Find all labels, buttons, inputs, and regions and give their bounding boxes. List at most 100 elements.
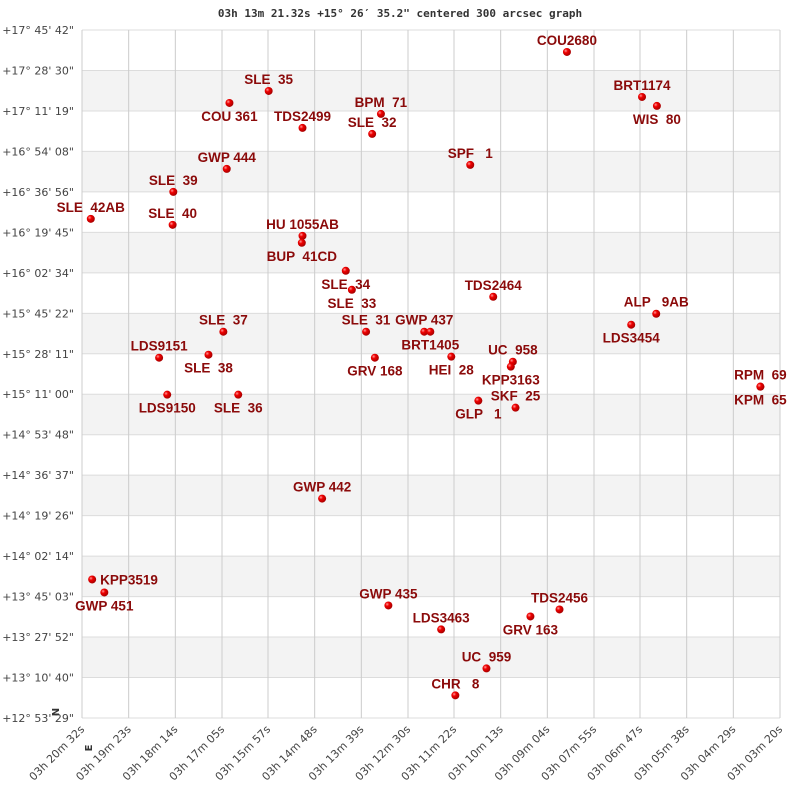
star-marker	[489, 292, 498, 301]
star-point: SLE 40	[148, 206, 197, 229]
star-point: GRV 168	[347, 353, 403, 379]
star-label: GWP 435	[359, 586, 418, 601]
star-label: KPM 65	[734, 393, 787, 408]
star-point: COU2680	[537, 33, 597, 56]
grid-band	[82, 151, 780, 192]
star-point: COU 361	[201, 98, 258, 124]
star-point: SLE 39	[149, 173, 198, 196]
star-marker	[511, 403, 520, 412]
star-point: SLE 34	[321, 266, 371, 292]
star-marker	[466, 160, 475, 169]
star-label: BRT1405	[401, 338, 459, 353]
star-label: GRV 163	[503, 622, 559, 637]
star-label: SLE 33	[327, 296, 376, 311]
star-label: GWP 444	[198, 150, 257, 165]
star-label: HU 1055AB	[266, 217, 339, 232]
star-marker	[234, 390, 243, 399]
star-label: KPP3519	[100, 572, 158, 587]
star-label: SPF 1	[448, 146, 494, 161]
east-marker: E	[84, 744, 95, 751]
grid-band	[82, 394, 780, 435]
star-label: TDS2464	[465, 278, 523, 293]
star-label: SLE 36	[214, 401, 263, 416]
grid-band	[82, 637, 780, 678]
star-label: SLE 37	[199, 313, 248, 328]
star-marker	[370, 353, 379, 362]
star-label: WIS 80	[633, 112, 681, 127]
y-tick-label: +16° 19' 45"	[2, 226, 74, 239]
star-marker	[86, 214, 95, 223]
star-marker	[341, 266, 350, 275]
star-marker	[204, 350, 213, 359]
grid-band	[82, 232, 780, 273]
star-marker	[451, 691, 460, 700]
star-point: LDS3463	[413, 610, 471, 634]
star-marker	[155, 353, 164, 362]
star-point: BRT1174	[613, 78, 671, 101]
star-point: GRV 163	[503, 612, 559, 637]
y-tick-label: +14° 36' 37"	[2, 469, 74, 482]
star-point: KPM 65	[734, 382, 787, 408]
star-point: GWP 444	[198, 150, 257, 173]
y-tick-label: +17° 11' 19"	[2, 105, 74, 118]
star-point: SLE 33	[327, 285, 377, 311]
star-label: CHR 8	[431, 676, 480, 691]
star-label: GRV 168	[347, 364, 403, 379]
star-marker	[426, 327, 435, 336]
star-label: BUP 41CD	[267, 249, 338, 264]
north-marker: N	[51, 708, 62, 716]
star-marker	[627, 320, 636, 329]
star-label: UC 959	[462, 649, 512, 664]
star-marker	[638, 92, 647, 101]
star-label: GWP 442	[293, 480, 351, 495]
star-marker	[756, 382, 765, 391]
star-point: LDS9151	[131, 339, 189, 362]
star-marker	[100, 588, 109, 597]
star-marker	[225, 98, 234, 107]
star-label: TDS2456	[531, 590, 589, 605]
star-marker	[368, 129, 377, 138]
y-tick-label: +14° 53' 48"	[2, 429, 74, 442]
star-point: LDS3454	[603, 320, 661, 346]
star-point: TDS2456	[531, 590, 589, 614]
star-marker	[652, 309, 661, 318]
star-point: WIS 80	[633, 101, 681, 127]
star-label: SLE 31	[342, 313, 391, 328]
star-label: RPM 69	[734, 368, 787, 383]
y-tick-label: +17° 45' 42"	[2, 24, 74, 37]
star-label: LDS3454	[603, 331, 661, 346]
star-label: LDS9151	[131, 339, 189, 354]
star-marker	[168, 220, 177, 229]
star-point: GWP 442	[293, 480, 351, 503]
star-label: LDS3463	[413, 610, 471, 625]
chart-title: 03h 13m 21.32s +15° 26′ 35.2" centered 3…	[218, 7, 582, 20]
star-point: SPF 1	[448, 146, 494, 169]
star-point: SKF 25	[491, 389, 541, 412]
star-label: COU2680	[537, 33, 597, 48]
star-marker	[376, 109, 385, 118]
grid-band	[82, 475, 780, 516]
star-label: SKF 25	[491, 389, 541, 404]
star-marker	[347, 285, 356, 294]
star-label: UC 958	[488, 343, 538, 358]
y-tick-label: +15° 28' 11"	[2, 348, 74, 361]
star-point: GWP 437	[395, 313, 453, 336]
star-marker	[384, 601, 393, 610]
star-marker	[219, 327, 228, 336]
star-point: ALP 9AB	[624, 295, 689, 318]
star-label: SLE 38	[184, 361, 233, 376]
star-point: HU 1055AB	[266, 217, 339, 240]
star-marker	[169, 187, 178, 196]
star-marker	[555, 605, 564, 614]
grid-band	[82, 556, 780, 597]
y-tick-label: +14° 19' 26"	[2, 510, 74, 523]
star-marker	[297, 238, 306, 247]
grid-bands	[82, 30, 780, 718]
star-point: HEI 28	[429, 352, 474, 378]
plot-area	[82, 30, 780, 718]
star-marker	[222, 164, 231, 173]
star-label: GWP 437	[395, 313, 453, 328]
star-label: GWP 451	[75, 598, 134, 613]
